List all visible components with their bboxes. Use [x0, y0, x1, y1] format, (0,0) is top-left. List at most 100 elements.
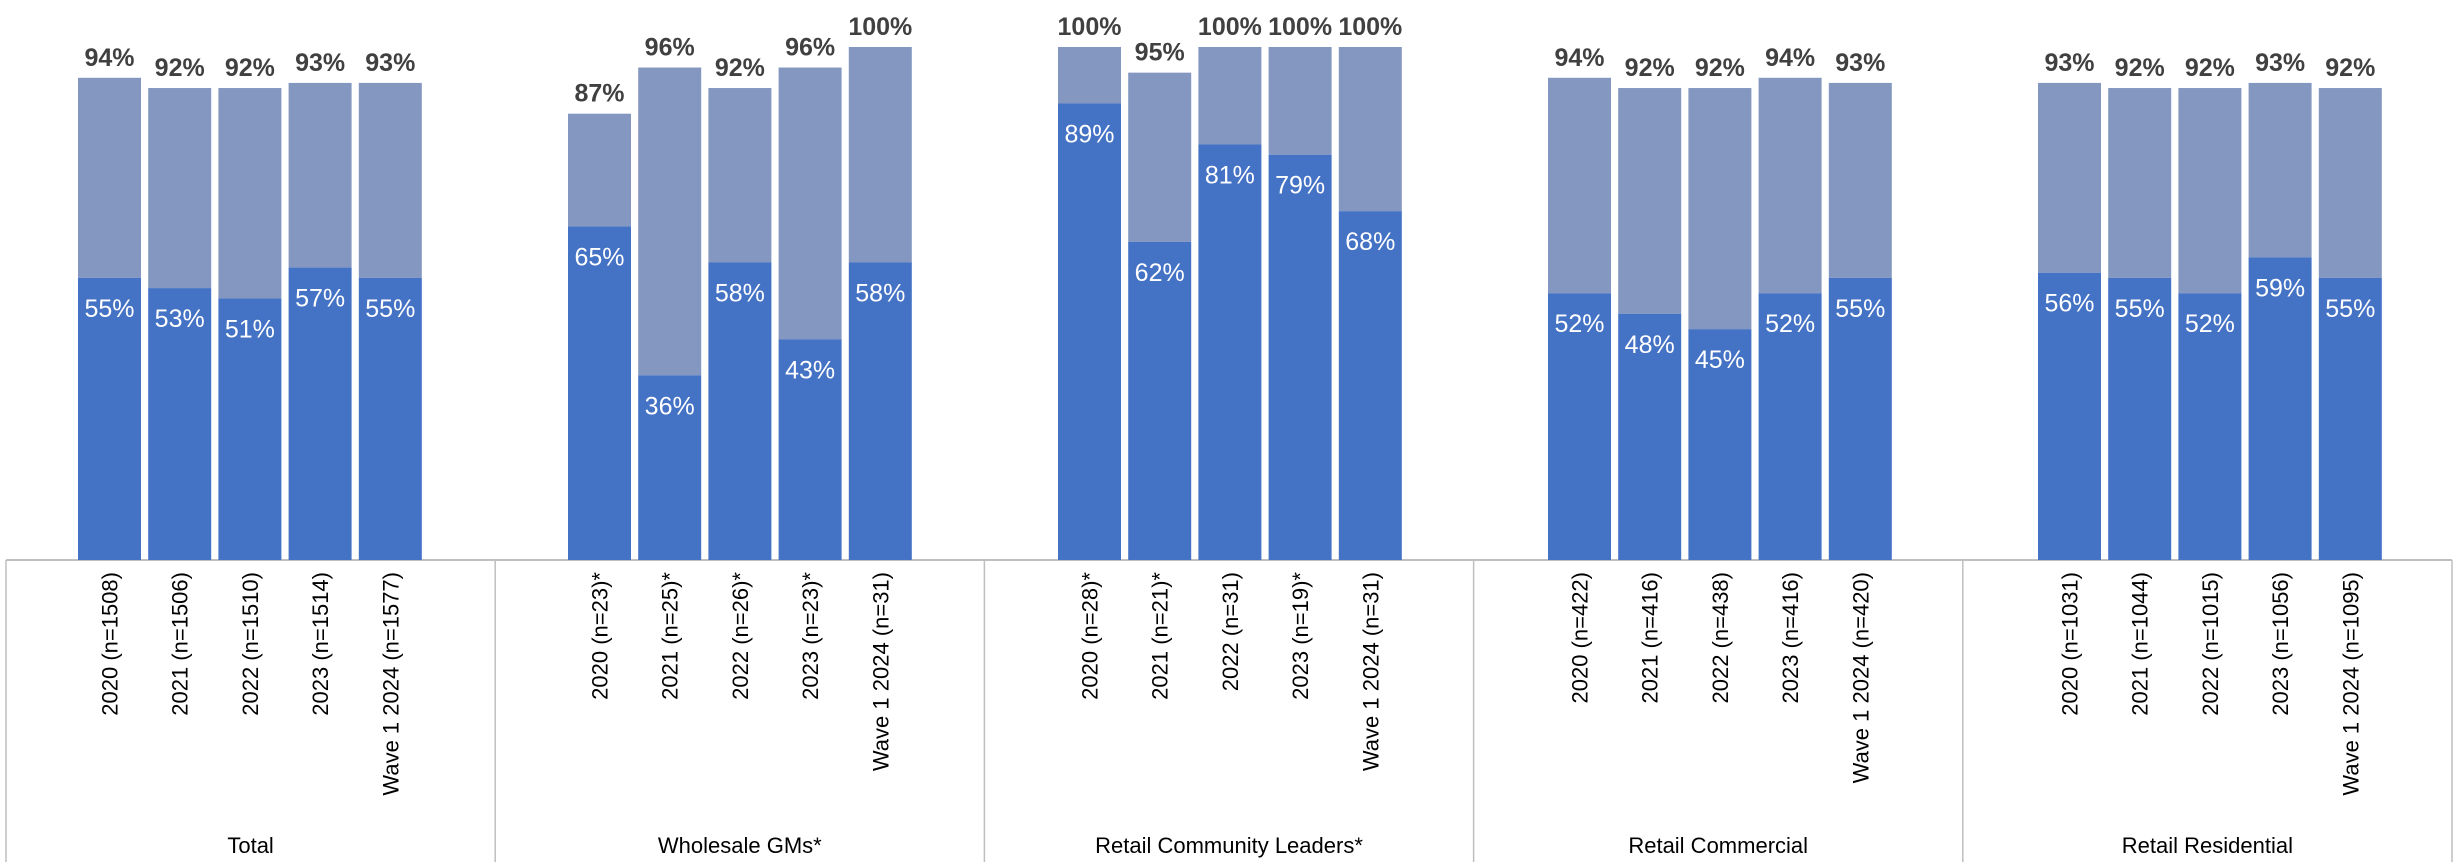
total-value-label: 92%	[2325, 54, 2375, 82]
inner-value-label: 57%	[295, 285, 345, 313]
bar-inner-segment	[2038, 272, 2101, 560]
category-label: Wave 1 2024 (n=31)	[1358, 572, 1383, 771]
inner-value-label: 79%	[1275, 172, 1325, 200]
inner-value-label: 55%	[1835, 295, 1885, 323]
bar-inner-segment	[1758, 293, 1822, 560]
bar-total-segment	[2178, 88, 2242, 294]
bar-inner-segment	[1058, 103, 1121, 561]
bar-inner-segment	[218, 298, 282, 560]
bar-inner-segment	[1688, 329, 1752, 560]
total-value-label: 96%	[645, 34, 695, 62]
category-label: 2020 (n=23)*	[588, 572, 613, 700]
category-label: 2020 (n=1031)	[2058, 572, 2083, 716]
bar-inner-segment	[1268, 154, 1332, 561]
total-value-label: 93%	[2255, 49, 2305, 77]
category-label: 2020 (n=1508)	[98, 572, 123, 716]
bar-inner-segment	[1548, 293, 1611, 560]
category-label: Wave 1 2024 (n=1095)	[2338, 572, 2363, 796]
total-value-label: 94%	[1554, 44, 1604, 72]
inner-value-label: 52%	[1554, 310, 1604, 338]
inner-value-label: 36%	[645, 392, 695, 420]
bar-inner-segment	[288, 267, 352, 560]
inner-value-label: 81%	[1205, 161, 1255, 189]
total-value-label: 87%	[574, 80, 624, 108]
bar-inner-segment	[1828, 277, 1892, 560]
total-value-label: 100%	[1268, 13, 1332, 41]
total-value-label: 92%	[2115, 54, 2165, 82]
bar-inner-segment	[708, 262, 772, 560]
category-label: 2021 (n=1044)	[2128, 572, 2153, 716]
inner-value-label: 43%	[785, 356, 835, 384]
total-value-label: 93%	[1835, 49, 1885, 77]
inner-value-label: 62%	[1135, 259, 1185, 287]
bar-inner-segment	[1338, 211, 1402, 560]
bar-inner-segment	[568, 226, 631, 561]
bar-total-segment	[1198, 47, 1262, 145]
inner-value-label: 55%	[2115, 295, 2165, 323]
category-label: Wave 1 2024 (n=420)	[1848, 572, 1873, 783]
inner-value-label: 53%	[155, 305, 205, 333]
total-value-label: 100%	[1338, 13, 1402, 41]
bar-inner-segment	[2248, 257, 2312, 560]
total-value-label: 100%	[1058, 13, 1122, 41]
bar-inner-segment	[638, 375, 702, 560]
inner-value-label: 89%	[1064, 120, 1114, 148]
inner-value-label: 52%	[2185, 310, 2235, 338]
bar-total-segment	[1548, 77, 1611, 294]
bar-total-segment	[568, 113, 631, 227]
inner-value-label: 48%	[1625, 331, 1675, 359]
bar-inner-segment	[778, 339, 842, 560]
bar-total-segment	[638, 67, 702, 376]
bar-inner-segment	[1198, 144, 1262, 560]
total-value-label: 96%	[785, 34, 835, 62]
category-label: 2023 (n=19)*	[1288, 572, 1313, 700]
bar-inner-segment	[78, 277, 141, 560]
bar-total-segment	[1828, 82, 1892, 278]
total-value-label: 92%	[1695, 54, 1745, 82]
total-value-label: 92%	[1625, 54, 1675, 82]
inner-value-label: 51%	[225, 315, 275, 343]
inner-value-label: 45%	[1695, 346, 1745, 374]
bar-total-segment	[218, 88, 282, 299]
bar-total-segment	[358, 82, 422, 278]
bar-total-segment	[1688, 88, 1752, 330]
bar-inner-segment	[2108, 277, 2172, 560]
bar-total-segment	[2108, 88, 2172, 278]
category-label: 2023 (n=1056)	[2268, 572, 2293, 716]
category-label: 2021 (n=25)*	[658, 572, 683, 700]
bar-total-segment	[848, 47, 912, 263]
category-label: 2022 (n=26)*	[728, 572, 753, 700]
bar-total-segment	[2038, 82, 2101, 273]
category-label: 2022 (n=1510)	[238, 572, 263, 716]
inner-value-label: 58%	[855, 279, 905, 307]
total-value-label: 100%	[1198, 13, 1262, 41]
category-label: 2023 (n=23)*	[798, 572, 823, 700]
inner-value-label: 58%	[715, 279, 765, 307]
total-value-label: 94%	[1765, 44, 1815, 72]
inner-value-label: 55%	[84, 295, 134, 323]
bar-total-segment	[1128, 72, 1192, 242]
total-value-label: 92%	[2185, 54, 2235, 82]
total-value-label: 94%	[84, 44, 134, 72]
inner-value-label: 55%	[2325, 295, 2375, 323]
bar-total-segment	[78, 77, 141, 278]
category-label: 2022 (n=438)	[1708, 572, 1733, 704]
bar-inner-segment	[848, 262, 912, 560]
category-label: Wave 1 2024 (n=31)	[868, 572, 893, 771]
bar-inner-segment	[358, 277, 422, 560]
category-label: 2021 (n=1506)	[168, 572, 193, 716]
bar-total-segment	[1338, 47, 1402, 212]
group-label: Retail Commercial	[1628, 833, 1808, 858]
bar-inner-segment	[2178, 293, 2242, 560]
bar-total-segment	[1058, 47, 1121, 104]
bar-total-segment	[1268, 47, 1332, 155]
bar-inner-segment	[2318, 277, 2382, 560]
total-value-label: 92%	[225, 54, 275, 82]
bar-total-segment	[708, 88, 772, 263]
category-label: Wave 1 2024 (n=1577)	[378, 572, 403, 796]
bar-total-segment	[2318, 88, 2382, 278]
inner-value-label: 52%	[1765, 310, 1815, 338]
bar-total-segment	[778, 67, 842, 340]
inner-value-label: 65%	[574, 244, 624, 272]
